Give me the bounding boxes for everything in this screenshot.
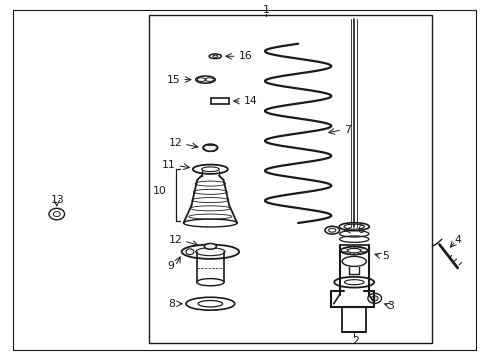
Text: 12: 12 — [168, 235, 182, 245]
Text: 7: 7 — [344, 125, 350, 135]
Text: 2: 2 — [351, 336, 358, 346]
Text: 16: 16 — [238, 51, 252, 61]
Ellipse shape — [181, 244, 239, 259]
Text: 4: 4 — [453, 235, 460, 245]
Text: 13: 13 — [51, 195, 64, 205]
Text: 9: 9 — [166, 261, 173, 271]
Text: 3: 3 — [386, 301, 393, 311]
Text: 1: 1 — [263, 5, 269, 15]
Text: 5: 5 — [382, 251, 388, 261]
Ellipse shape — [204, 243, 216, 249]
Text: 12: 12 — [168, 139, 182, 148]
Text: 8: 8 — [168, 299, 175, 309]
Bar — [149, 15, 431, 343]
Text: 11: 11 — [161, 160, 175, 170]
Text: 15: 15 — [166, 75, 180, 85]
Ellipse shape — [325, 226, 339, 234]
Circle shape — [370, 296, 377, 301]
Ellipse shape — [203, 144, 217, 151]
Text: 6: 6 — [357, 225, 364, 235]
Text: 10: 10 — [152, 186, 166, 196]
Text: 14: 14 — [243, 96, 257, 106]
